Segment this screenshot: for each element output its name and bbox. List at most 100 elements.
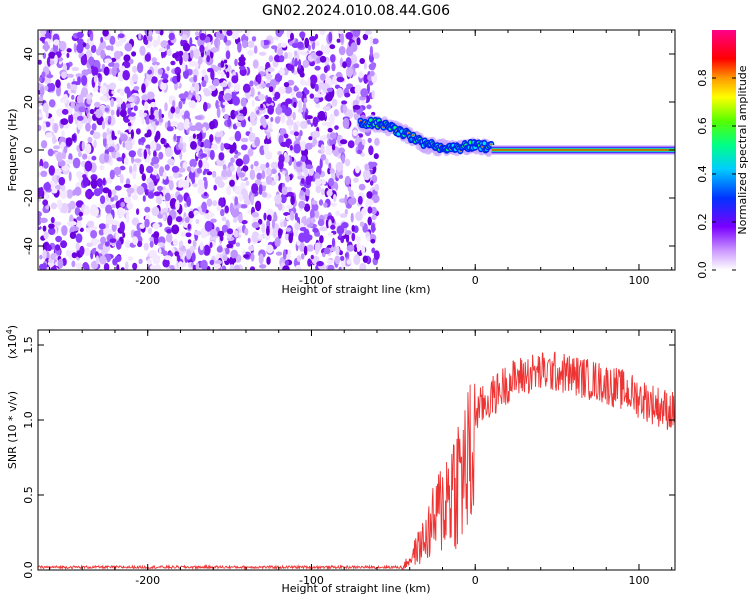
noise-blob xyxy=(117,130,121,135)
noise-blob xyxy=(60,98,64,103)
noise-blob xyxy=(295,91,303,99)
noise-blob xyxy=(266,256,271,265)
noise-blob xyxy=(335,245,340,256)
noise-blob xyxy=(45,121,51,128)
noise-blob xyxy=(91,66,99,77)
noise-blob xyxy=(350,212,354,223)
noise-blob xyxy=(106,139,114,145)
noise-blob xyxy=(102,177,106,186)
noise-blob xyxy=(168,175,173,181)
noise-blob xyxy=(303,245,308,256)
noise-blob xyxy=(268,86,274,93)
noise-blob xyxy=(213,263,221,269)
snr-ytick-label: 0.0 xyxy=(22,561,35,579)
noise-blob xyxy=(320,73,326,81)
noise-blob xyxy=(192,69,197,76)
noise-blob xyxy=(186,196,192,208)
noise-blob xyxy=(106,134,110,142)
noise-blob xyxy=(361,244,366,255)
noise-blob xyxy=(150,101,157,108)
noise-blob xyxy=(58,40,67,51)
noise-blob xyxy=(278,154,285,164)
noise-blob xyxy=(38,113,43,118)
noise-blob xyxy=(193,210,199,216)
noise-blob xyxy=(291,59,295,66)
noise-blob xyxy=(339,174,343,179)
noise-blob xyxy=(352,129,358,136)
noise-blob xyxy=(362,255,369,263)
noise-blob xyxy=(261,170,266,180)
noise-blob xyxy=(234,196,239,206)
noise-blob xyxy=(222,101,229,106)
noise-blob xyxy=(50,202,58,210)
noise-blob xyxy=(244,227,249,236)
noise-blob xyxy=(327,232,334,237)
noise-blob xyxy=(205,46,209,52)
noise-blob xyxy=(74,186,82,196)
noise-blob xyxy=(38,210,42,218)
noise-blob xyxy=(46,83,52,93)
noise-blob xyxy=(72,157,81,169)
noise-blob xyxy=(147,69,153,75)
noise-blob xyxy=(161,207,169,213)
noise-blob xyxy=(124,42,133,52)
noise-blob xyxy=(325,93,333,102)
noise-blob xyxy=(249,169,256,180)
noise-blob xyxy=(123,157,129,166)
noise-blob xyxy=(239,109,248,114)
noise-blob xyxy=(110,57,117,63)
noise-blob xyxy=(195,93,200,101)
noise-blob xyxy=(144,206,151,213)
noise-blob xyxy=(319,30,326,36)
noise-blob xyxy=(315,50,323,57)
noise-blob xyxy=(120,101,127,112)
noise-blob xyxy=(345,233,350,243)
noise-blob xyxy=(250,164,254,170)
noise-blob xyxy=(223,59,228,64)
noise-blob xyxy=(76,216,83,221)
noise-blob xyxy=(93,75,98,83)
noise-blob xyxy=(233,230,239,238)
noise-blob xyxy=(66,48,72,53)
spectrogram-ytick-label: -40 xyxy=(22,237,35,255)
noise-blob xyxy=(306,244,314,252)
noise-blob xyxy=(371,247,376,254)
noise-blob xyxy=(288,232,294,244)
noise-blob xyxy=(128,150,136,158)
noise-blob xyxy=(188,170,196,180)
noise-blob xyxy=(225,247,230,255)
noise-blob xyxy=(147,191,155,199)
noise-blob xyxy=(105,45,113,51)
noise-blob xyxy=(176,254,181,262)
noise-blob xyxy=(182,42,191,52)
noise-blob xyxy=(103,228,109,235)
noise-blob xyxy=(372,38,379,45)
noise-blob xyxy=(40,140,48,149)
noise-blob xyxy=(59,189,68,199)
noise-blob xyxy=(364,163,370,171)
noise-blob xyxy=(230,157,235,164)
noise-blob xyxy=(267,139,272,144)
noise-blob xyxy=(55,79,61,89)
noise-blob xyxy=(119,174,124,184)
noise-blob xyxy=(152,222,160,229)
noise-blob xyxy=(115,232,120,240)
noise-blob xyxy=(297,108,304,113)
noise-blob xyxy=(280,221,284,228)
noise-blob xyxy=(369,70,375,77)
noise-blob xyxy=(364,30,373,35)
noise-blob xyxy=(78,211,84,217)
noise-blob xyxy=(332,75,338,86)
noise-blob xyxy=(132,236,139,246)
noise-blob xyxy=(162,78,169,84)
noise-blob xyxy=(256,109,260,115)
noise-blob xyxy=(282,170,286,175)
noise-blob xyxy=(159,30,164,36)
noise-blob xyxy=(70,101,75,109)
noise-blob xyxy=(346,244,355,252)
noise-blob xyxy=(330,224,336,230)
snr-xtick-label: 0 xyxy=(472,574,479,587)
noise-blob xyxy=(314,83,319,92)
noise-blob xyxy=(328,122,332,130)
